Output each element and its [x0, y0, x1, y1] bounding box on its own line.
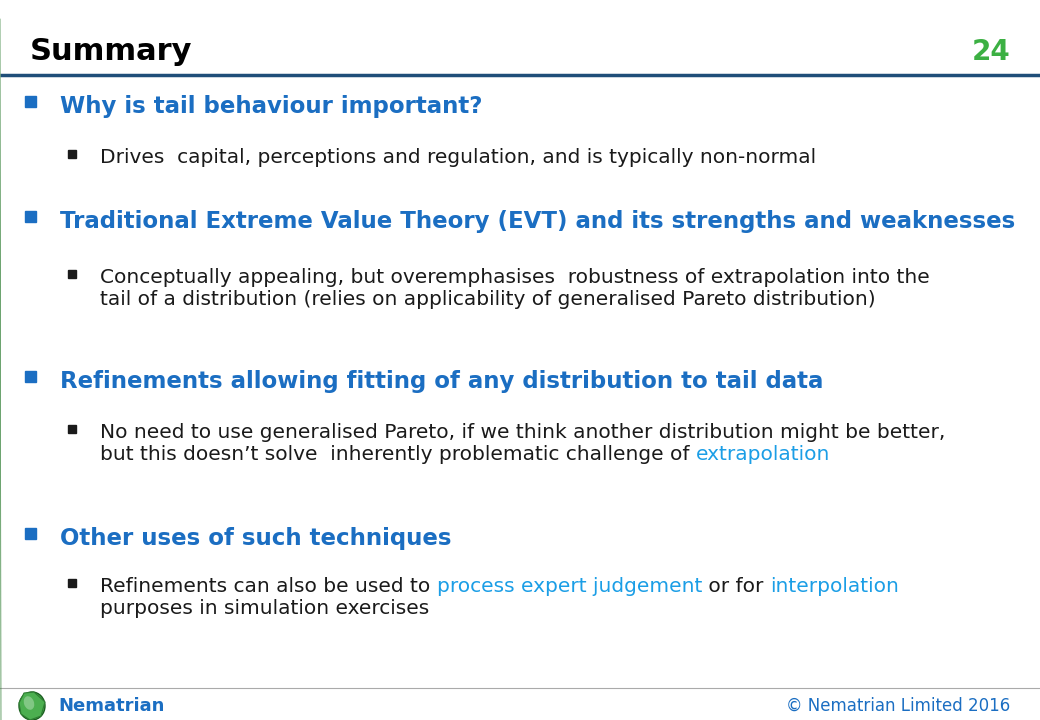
Ellipse shape: [24, 696, 34, 710]
Text: but this doesn’t solve  inherently problematic challenge of: but this doesn’t solve inherently proble…: [100, 445, 696, 464]
Text: Why is tail behaviour important?: Why is tail behaviour important?: [60, 95, 483, 118]
Ellipse shape: [19, 692, 45, 720]
Text: Summary: Summary: [30, 37, 192, 66]
Text: or for: or for: [702, 577, 770, 596]
Text: interpolation: interpolation: [770, 577, 899, 596]
Text: Refinements can also be used to: Refinements can also be used to: [100, 577, 437, 596]
FancyBboxPatch shape: [68, 269, 76, 277]
Text: purposes in simulation exercises: purposes in simulation exercises: [100, 599, 430, 618]
Text: extrapolation: extrapolation: [696, 445, 830, 464]
Text: 24: 24: [971, 38, 1010, 66]
Text: Other uses of such techniques: Other uses of such techniques: [60, 527, 451, 550]
Text: Drives  capital, perceptions and regulation, and is typically non-normal: Drives capital, perceptions and regulati…: [100, 148, 816, 167]
Text: Traditional Extreme Value Theory (EVT) and its strengths and weaknesses: Traditional Extreme Value Theory (EVT) a…: [60, 210, 1015, 233]
Text: © Nematrian Limited 2016: © Nematrian Limited 2016: [786, 697, 1010, 715]
FancyBboxPatch shape: [68, 150, 76, 158]
Text: Nematrian: Nematrian: [58, 697, 164, 715]
FancyBboxPatch shape: [25, 371, 35, 382]
Text: Conceptually appealing, but overemphasises  robustness of extrapolation into the: Conceptually appealing, but overemphasis…: [100, 268, 930, 287]
FancyBboxPatch shape: [25, 96, 35, 107]
Text: tail of a distribution (relies on applicability of generalised Pareto distributi: tail of a distribution (relies on applic…: [100, 290, 876, 309]
FancyBboxPatch shape: [25, 528, 35, 539]
FancyBboxPatch shape: [68, 425, 76, 433]
Polygon shape: [19, 692, 45, 720]
Text: Refinements allowing fitting of any distribution to tail data: Refinements allowing fitting of any dist…: [60, 370, 824, 393]
FancyBboxPatch shape: [25, 211, 35, 222]
Text: No need to use generalised Pareto, if we think another distribution might be bet: No need to use generalised Pareto, if we…: [100, 423, 945, 442]
FancyBboxPatch shape: [68, 578, 76, 587]
Text: process expert judgement: process expert judgement: [437, 577, 702, 596]
